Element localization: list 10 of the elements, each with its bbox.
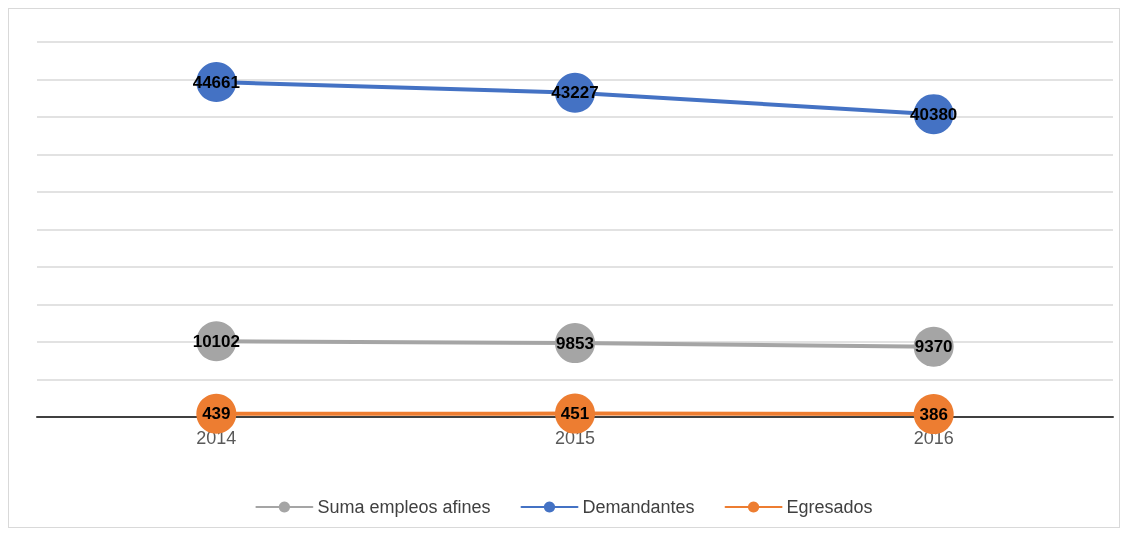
data-label: 9370 [914,337,953,357]
data-label: 451 [560,404,590,424]
legend-label: Suma empleos afines [317,497,491,517]
data-label: 386 [919,404,948,424]
data-label: 43227 [551,83,599,103]
data-label: 9853 [556,333,594,353]
data-label: 10102 [192,331,240,351]
data-label: 439 [202,404,231,424]
legend-label: Egresados [786,497,873,517]
legend-label: Demandantes [582,497,695,517]
